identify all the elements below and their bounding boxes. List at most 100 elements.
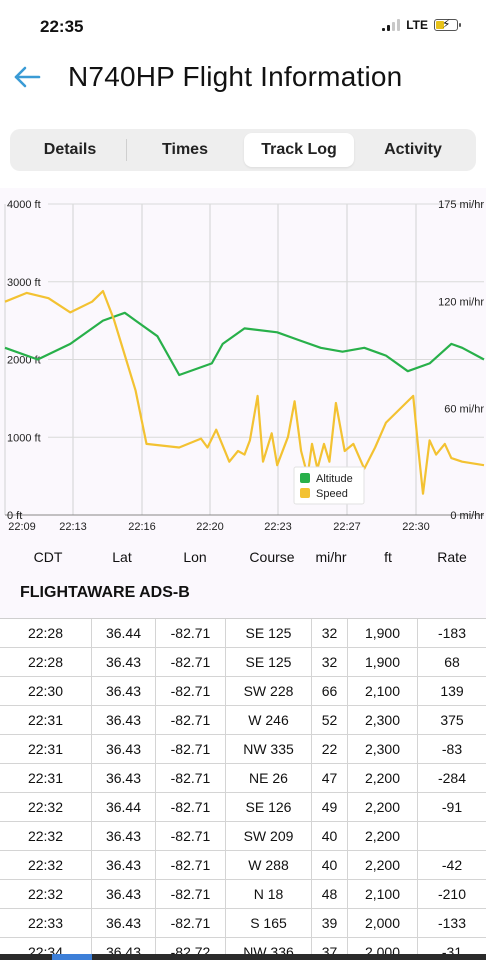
table-cell: -82.71 [156, 677, 226, 705]
y-right-tick-label: 175 mi/hr [438, 199, 484, 211]
table-cell: 36.43 [92, 648, 156, 676]
y-right-tick-label: 60 mi/hr [444, 403, 484, 415]
table-row: 22:33 36.43 -82.71 S 165 39 2,000 -133 [0, 908, 486, 937]
table-cell: 2,200 [348, 793, 418, 821]
column-header: Course [249, 549, 294, 565]
table-cell: -82.71 [156, 880, 226, 908]
x-tick-label: 22:16 [128, 521, 156, 533]
track-chart: 4000 ft 3000 ft 2000 ft 1000 ft 0 ft 175 mi/h… [0, 188, 486, 568]
table-cell: -82.71 [156, 764, 226, 792]
network-type: LTE [406, 18, 428, 32]
status-time: 22:35 [40, 17, 84, 36]
table-cell: 1,900 [348, 648, 418, 676]
table-row: 22:30 36.43 -82.71 SW 228 66 2,100 139 [0, 676, 486, 705]
table-cell: -133 [437, 915, 467, 931]
table-cell: -91 [441, 799, 463, 815]
table-cell: 2,100 [348, 677, 418, 705]
bottom-strip [0, 954, 486, 960]
table-cell: NW 335 [226, 735, 312, 763]
header: N740HP Flight Information [0, 52, 486, 108]
tab-activity[interactable]: Activity [384, 141, 442, 158]
table-cell: SE 125 [226, 619, 312, 647]
table-cell: 1,900 [348, 619, 418, 647]
section-title: FLIGHTAWARE ADS-B [0, 568, 486, 618]
table-cell: -82.71 [156, 706, 226, 734]
legend-label-altitude: Altitude [316, 473, 353, 485]
table-cell: 36.44 [92, 793, 156, 821]
legend-swatch-speed [300, 488, 310, 498]
table-cell: 47 [312, 764, 348, 792]
table-cell: 36.43 [92, 706, 156, 734]
table-cell: 32 [312, 648, 348, 676]
table-row: 22:28 36.44 -82.71 SE 125 32 1,900 -183 [0, 618, 486, 647]
table-cell: 22 [312, 735, 348, 763]
table-cell: SE 126 [226, 793, 312, 821]
arrow-left-icon[interactable] [12, 62, 42, 92]
table-cell: 2,200 [348, 851, 418, 879]
table-cell: N 18 [226, 880, 312, 908]
table-cell: 22:32 [0, 793, 92, 821]
table-row: 22:32 36.44 -82.71 SE 126 49 2,200 -91 [0, 792, 486, 821]
table-cell: 32 [312, 619, 348, 647]
tab-details[interactable]: Details [43, 141, 97, 158]
table-cell: 139 [440, 683, 464, 699]
column-header: Lat [112, 549, 132, 565]
y-left-tick-label: 0 ft [7, 510, 22, 522]
table-cell: 2,000 [348, 909, 418, 937]
table-row: 22:28 36.43 -82.71 SE 125 32 1,900 68 [0, 647, 486, 676]
table-cell: 66 [312, 677, 348, 705]
table-cell: 36.44 [92, 619, 156, 647]
legend-label-speed: Speed [316, 488, 348, 500]
table-cell: 49 [312, 793, 348, 821]
table-cell: -82.71 [156, 793, 226, 821]
table-row: 22:31 36.43 -82.71 NW 335 22 2,300 -83 [0, 734, 486, 763]
table-cell [418, 822, 486, 850]
table-cell: 40 [312, 851, 348, 879]
table-cell: -82.71 [156, 648, 226, 676]
table-cell: W 246 [226, 706, 312, 734]
table-cell: 36.43 [92, 851, 156, 879]
table-cell: -183 [437, 625, 467, 641]
table-cell: 22:32 [0, 880, 92, 908]
table-cell: 36.43 [92, 764, 156, 792]
column-header: mi/hr [315, 549, 346, 565]
y-right-tick-label: 120 mi/hr [438, 297, 484, 309]
tab-times[interactable]: Times [162, 141, 208, 158]
column-header: Lon [183, 549, 206, 565]
table-cell: 22:31 [0, 764, 92, 792]
table-cell: 375 [440, 712, 464, 728]
table-cell: 22:28 [0, 619, 92, 647]
table-cell: 2,100 [348, 880, 418, 908]
y-left-tick-label: 4000 ft [7, 199, 41, 211]
table-cell: 52 [312, 706, 348, 734]
table-cell: -83 [441, 741, 463, 757]
x-tick-label: 22:09 [8, 521, 36, 533]
table-cell: -82.71 [156, 619, 226, 647]
y-right-tick-label: 0 mi/hr [450, 510, 484, 522]
column-header: CDT [34, 549, 63, 565]
table-cell: W 288 [226, 851, 312, 879]
tab-bar: Details Times Track Log Activity [10, 129, 476, 171]
altitude-speed-chart: 4000 ft 3000 ft 2000 ft 1000 ft 0 ft 175 mi/h… [4, 199, 485, 565]
tab-divider [126, 139, 127, 161]
table-cell: -82.71 [156, 735, 226, 763]
table-cell: 2,200 [348, 822, 418, 850]
table-cell: -82.71 [156, 851, 226, 879]
table-cell: 40 [312, 822, 348, 850]
table-row: 22:32 36.43 -82.71 N 18 48 2,100 -210 [0, 879, 486, 908]
x-tick-label: 22:20 [196, 521, 224, 533]
table-cell: NE 26 [226, 764, 312, 792]
table-cell: -210 [437, 886, 467, 902]
table-row: 22:31 36.43 -82.71 W 246 52 2,300 375 [0, 705, 486, 734]
track-log-table: 22:28 36.44 -82.71 SE 125 32 1,900 -183 22:28 36… [0, 618, 486, 960]
cell-signal-icon [382, 19, 401, 31]
table-row: 22:31 36.43 -82.71 NE 26 47 2,200 -284 [0, 763, 486, 792]
x-tick-label: 22:23 [264, 521, 292, 533]
table-cell: 22:30 [0, 677, 92, 705]
table-cell: 48 [312, 880, 348, 908]
table-cell: -284 [437, 770, 467, 786]
x-tick-label: 22:30 [402, 521, 430, 533]
table-cell: 22:31 [0, 706, 92, 734]
tab-track-log[interactable]: Track Log [244, 133, 354, 167]
table-cell: 36.43 [92, 880, 156, 908]
